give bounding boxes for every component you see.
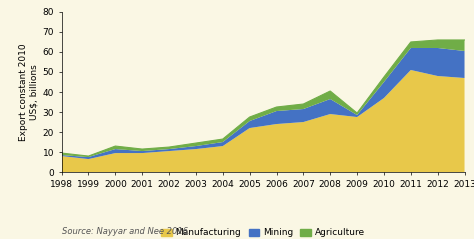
Legend: Manufacturing, Mining, Agriculture: Manufacturing, Mining, Agriculture — [157, 225, 369, 239]
Text: Source: Nayyar and Nee 2016.: Source: Nayyar and Nee 2016. — [62, 227, 191, 236]
Y-axis label: Export constant 2010
US$, billions: Export constant 2010 US$, billions — [19, 43, 38, 141]
